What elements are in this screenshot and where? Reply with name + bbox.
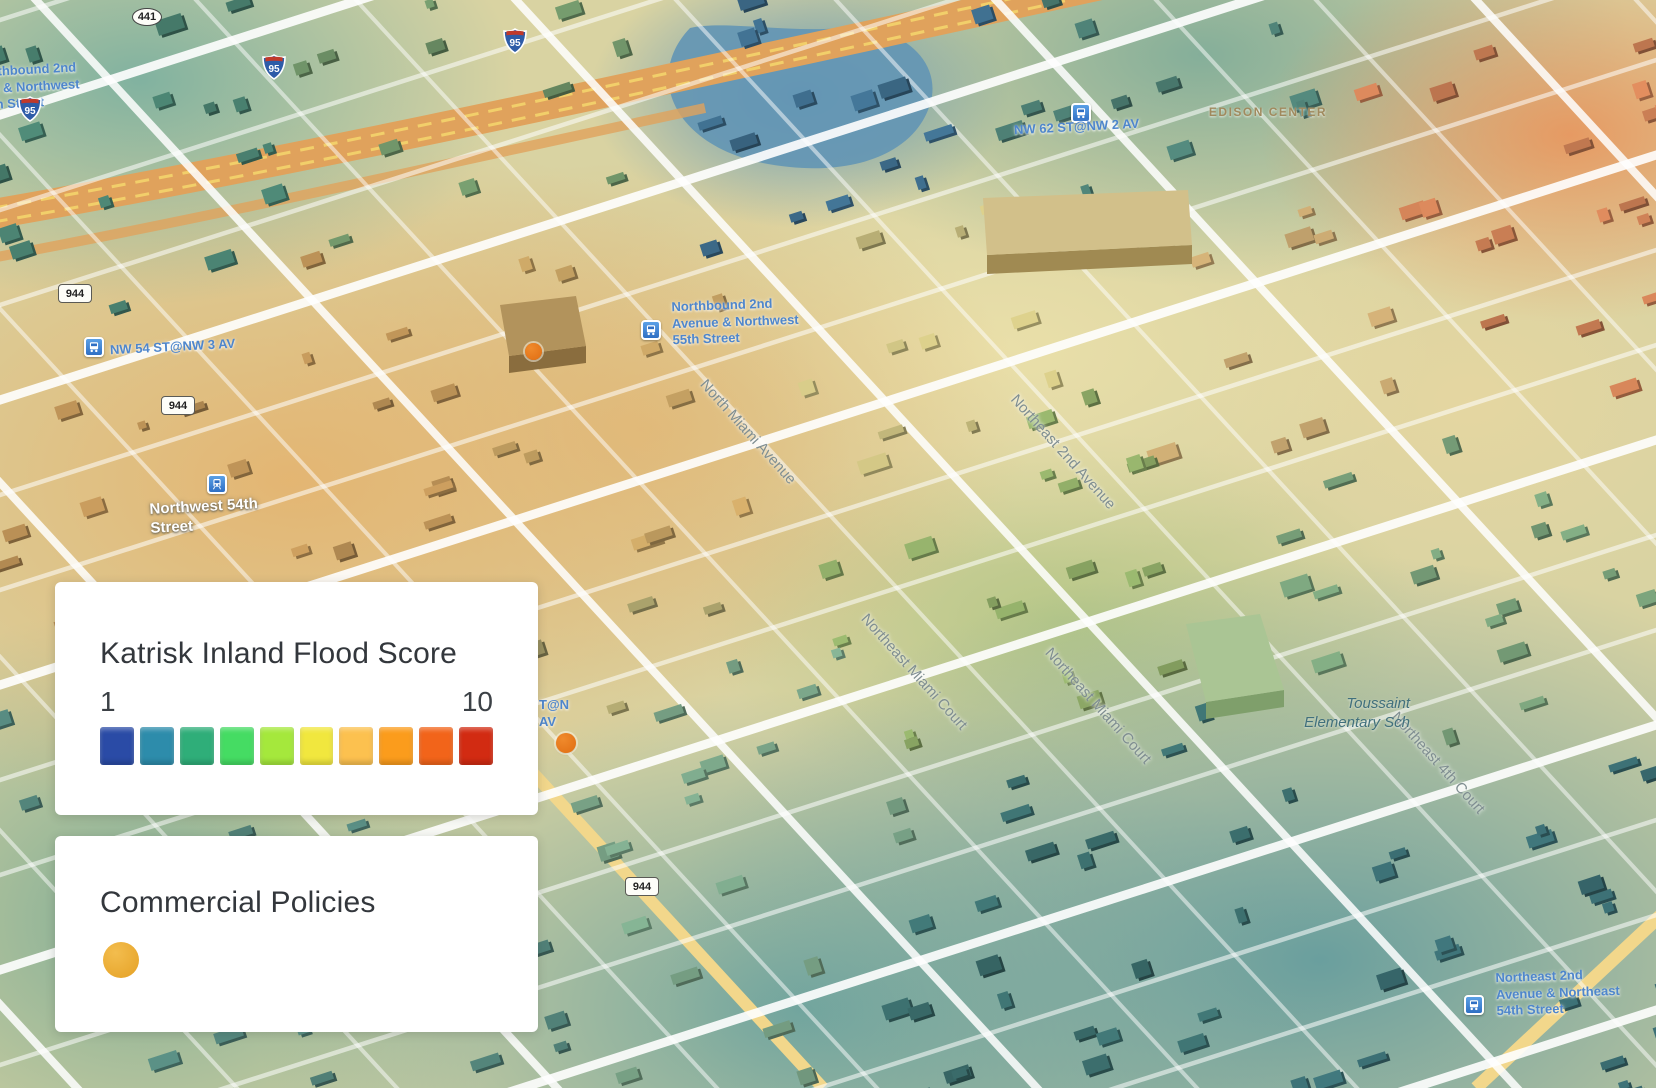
commercial-policy-marker[interactable] [524, 342, 542, 360]
flood-color-scale [55, 727, 538, 765]
flood-score-swatch-10 [459, 727, 494, 765]
flood-scale-labels: 1 10 [55, 686, 538, 718]
edison-school-block [983, 190, 1192, 274]
policy-property-block [500, 296, 586, 373]
flood-score-swatch-7 [339, 727, 374, 765]
flood-score-swatch-2 [139, 727, 174, 765]
flood-score-swatch-4 [219, 727, 254, 765]
flood-score-swatch-3 [179, 727, 214, 765]
commercial-policies-legend-card: Commercial Policies [55, 836, 538, 1032]
flood-scale-max: 10 [461, 686, 493, 717]
flood-score-swatch-6 [299, 727, 334, 765]
flood-score-swatch-8 [379, 727, 414, 765]
flood-score-legend-card: Katrisk Inland Flood Score 1 10 [55, 582, 538, 815]
flood-score-swatch-1 [100, 727, 134, 765]
flood-legend-title: Katrisk Inland Flood Score [100, 637, 458, 670]
policies-legend-title: Commercial Policies [100, 886, 376, 919]
flood-scale-min: 1 [100, 686, 116, 717]
commercial-policy-marker[interactable] [556, 733, 576, 753]
commercial-policy-legend-dot [103, 942, 139, 978]
flood-score-swatch-5 [259, 727, 294, 765]
toussaint-school-block [1186, 614, 1284, 719]
flood-score-swatch-9 [419, 727, 454, 765]
